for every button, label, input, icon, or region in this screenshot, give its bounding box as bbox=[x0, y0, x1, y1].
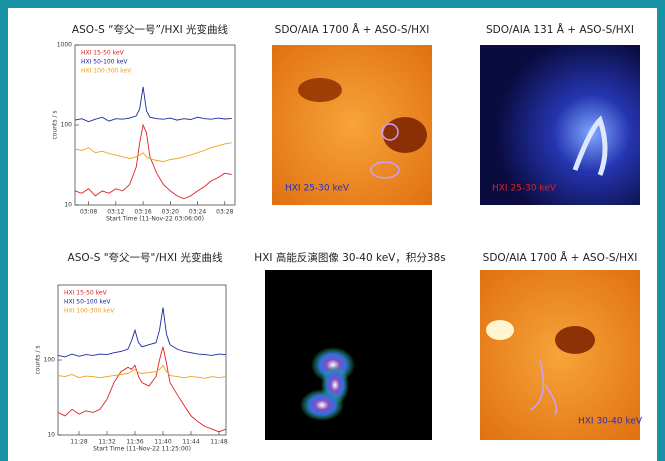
x-tick-label: 11:28 bbox=[70, 439, 87, 446]
x-tick-label: 03:16 bbox=[134, 209, 151, 216]
image-panel: SDO/AIA 1700 Å + ASO-S/HXI HXI 25-30 keV bbox=[272, 23, 432, 205]
y-axis-label: counts / s bbox=[35, 345, 42, 374]
image-panel: SDO/AIA 1700 Å + ASO-S/HXI HXI 30-40 keV bbox=[480, 251, 643, 440]
x-tick-label: 03:20 bbox=[162, 209, 179, 216]
y-tick-label: 1000 bbox=[57, 42, 72, 49]
image-label: HXI 30-40 keV bbox=[578, 417, 643, 427]
x-tick-label: 03:24 bbox=[189, 209, 206, 216]
x-axis-label: Start Time (11-Nov-22 03:06:00) bbox=[106, 216, 204, 223]
x-tick-label: 03:12 bbox=[107, 209, 124, 216]
y-tick-label: 100 bbox=[61, 122, 73, 129]
x-tick-label: 11:44 bbox=[182, 439, 199, 446]
x-tick-label: 11:32 bbox=[98, 439, 115, 446]
image-title: SDO/AIA 1700 Å + ASO-S/HXI bbox=[483, 251, 638, 264]
image-title: SDO/AIA 1700 Å + ASO-S/HXI bbox=[275, 23, 430, 36]
y-tick-label: 100 bbox=[44, 357, 56, 364]
y-tick-label: 10 bbox=[64, 202, 72, 209]
chart-title: ASO-S “夸父一号”/HXI 光变曲线 bbox=[72, 23, 229, 36]
x-tick-label: 11:36 bbox=[126, 439, 143, 446]
x-tick-label: 11:40 bbox=[154, 439, 171, 446]
y-axis-label: counts / s bbox=[52, 110, 59, 139]
image-label: HXI 25-30 keV bbox=[285, 184, 350, 194]
x-axis-label: Start Time (11-Nov-22 11:25:00) bbox=[93, 446, 191, 453]
image-title: SDO/AIA 131 Å + ASO-S/HXI bbox=[486, 23, 634, 36]
x-tick-label: 03:28 bbox=[216, 209, 233, 216]
image-panel: SDO/AIA 131 Å + ASO-S/HXI HXI 25-30 keV bbox=[480, 23, 640, 205]
legend-entry: HXI 100-300 keV bbox=[81, 68, 132, 75]
image-label: HXI 25-30 keV bbox=[492, 184, 557, 194]
image-title: HXI 高能反演图像 30-40 keV，积分38s bbox=[254, 251, 445, 264]
legend-entry: HXI 50-100 keV bbox=[64, 299, 111, 306]
legend-entry: HXI 15-50 keV bbox=[64, 290, 108, 297]
chart-title: ASO-S "夸父一号"/HXI 光变曲线 bbox=[68, 251, 223, 264]
y-tick-label: 10 bbox=[47, 432, 55, 439]
legend-entry: HXI 100-300 keV bbox=[64, 308, 115, 315]
x-tick-label: 11:48 bbox=[210, 439, 227, 446]
x-tick-label: 03:08 bbox=[80, 209, 97, 216]
legend-entry: HXI 15-50 keV bbox=[81, 50, 125, 57]
legend-entry: HXI 50-100 keV bbox=[81, 59, 128, 66]
image-panel: HXI 高能反演图像 30-40 keV，积分38s bbox=[254, 251, 445, 440]
figure: SDO/AIA 1700 Å + ASO-S/HXI HXI 25-30 keV… bbox=[0, 0, 665, 461]
